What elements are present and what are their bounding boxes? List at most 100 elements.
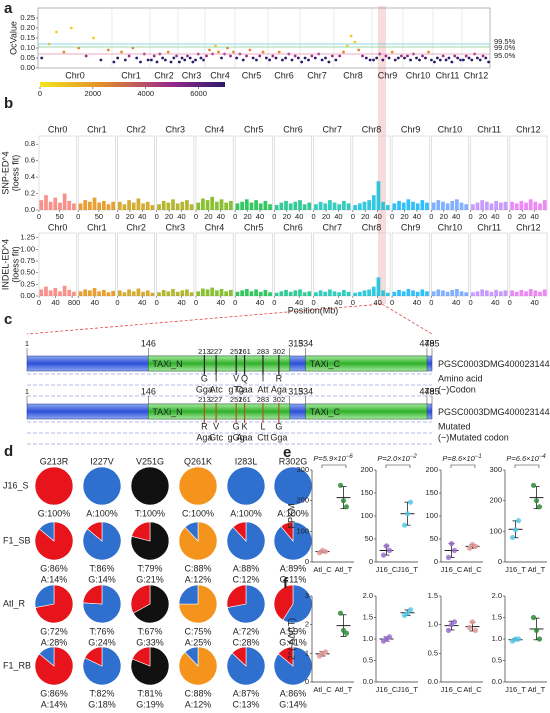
pie-label: A:87% bbox=[233, 688, 260, 698]
data-point bbox=[451, 547, 458, 554]
bar bbox=[274, 205, 279, 210]
data-point bbox=[450, 60, 454, 64]
data-point bbox=[180, 56, 184, 60]
site-label: 227 bbox=[210, 347, 223, 356]
data-point bbox=[381, 58, 385, 62]
bar bbox=[161, 200, 166, 210]
data-point bbox=[251, 56, 255, 60]
pie-slice bbox=[86, 521, 103, 542]
x-axis-label: Position(Mb) bbox=[288, 305, 339, 315]
bar bbox=[240, 201, 244, 210]
colorbar-tick-label: 2000 bbox=[85, 89, 102, 98]
x-tick-label: 0 bbox=[390, 298, 394, 307]
data-point bbox=[448, 541, 455, 547]
data-point bbox=[390, 50, 394, 54]
data-point bbox=[530, 614, 537, 621]
data-point bbox=[303, 56, 307, 60]
x-tick-label: 0 bbox=[115, 298, 119, 307]
data-point bbox=[484, 56, 488, 60]
bar bbox=[180, 201, 185, 210]
site-label: 213 bbox=[198, 347, 211, 356]
bracket bbox=[385, 464, 411, 468]
facet-frame bbox=[38, 232, 77, 297]
bar bbox=[97, 202, 102, 210]
row-label: Atl_R bbox=[3, 598, 26, 608]
bar bbox=[484, 290, 489, 296]
data-point bbox=[387, 56, 391, 60]
facet-title: Chr11 bbox=[477, 124, 501, 134]
data-point bbox=[512, 527, 519, 533]
data-point bbox=[324, 56, 327, 60]
data-point bbox=[235, 56, 239, 60]
bar bbox=[489, 291, 494, 296]
x-tick-label: 0 bbox=[468, 298, 472, 307]
bar bbox=[145, 290, 150, 296]
data-point bbox=[277, 50, 281, 54]
panel-letter: e bbox=[283, 444, 291, 461]
bar bbox=[189, 292, 194, 296]
x-tick-label: 40 bbox=[138, 212, 146, 221]
pie-slice bbox=[231, 646, 247, 667]
facet-title: Chr2 bbox=[126, 124, 146, 134]
bar bbox=[376, 277, 381, 296]
x-tick-label: 20 bbox=[518, 212, 526, 221]
site-label: 251 bbox=[230, 347, 243, 356]
position-label: 315 bbox=[288, 338, 303, 348]
pie-label: A:100% bbox=[277, 508, 309, 518]
x-tick-label: 20 bbox=[440, 212, 448, 221]
data-point bbox=[536, 504, 543, 510]
data-point bbox=[112, 60, 116, 64]
x-tick-label: 40 bbox=[177, 212, 185, 221]
bar bbox=[420, 289, 425, 296]
pie-label: A:12% bbox=[185, 574, 212, 584]
pie-slice bbox=[38, 521, 55, 542]
data-point bbox=[241, 58, 245, 62]
p-value-base: P=6.6×10 bbox=[506, 454, 539, 463]
bar bbox=[201, 198, 205, 210]
bar bbox=[503, 290, 508, 296]
panel-letter: c bbox=[4, 311, 12, 328]
pie-slice bbox=[178, 466, 218, 506]
data-point bbox=[343, 630, 350, 636]
category-label: Atl_T bbox=[335, 565, 353, 574]
bar bbox=[475, 291, 480, 296]
bar bbox=[88, 290, 92, 296]
pie-label: A:72% bbox=[233, 626, 260, 636]
position-label: 315 bbox=[288, 386, 303, 396]
y-axis-label-line: (loess fit) bbox=[11, 155, 21, 192]
pie-label: A:100% bbox=[230, 508, 262, 518]
bar bbox=[411, 290, 415, 296]
codon: Aga bbox=[271, 384, 287, 394]
x-tick-label: 20 bbox=[165, 212, 173, 221]
domain-name: TAXi_N bbox=[152, 359, 182, 369]
bar bbox=[244, 289, 249, 296]
bar bbox=[196, 202, 201, 210]
data-point bbox=[229, 54, 232, 58]
facet-frame bbox=[117, 135, 155, 211]
data-point bbox=[232, 50, 235, 54]
category-label: J16_C bbox=[376, 685, 398, 694]
bar bbox=[480, 200, 485, 210]
data-point bbox=[470, 58, 474, 62]
codon: Gga bbox=[270, 432, 287, 442]
bar bbox=[166, 202, 171, 210]
data-point bbox=[433, 60, 436, 64]
bar bbox=[328, 289, 332, 296]
y-tick-label: 0.0 bbox=[428, 677, 438, 686]
bar bbox=[542, 289, 547, 296]
bar bbox=[471, 204, 475, 210]
data-point bbox=[268, 58, 271, 62]
bar bbox=[510, 290, 514, 296]
facet-frame bbox=[77, 232, 116, 297]
bar bbox=[72, 291, 76, 296]
x-tick-label: 0 bbox=[155, 298, 159, 307]
site-label: 227 bbox=[210, 395, 223, 404]
bar bbox=[371, 195, 376, 210]
facet-title: Chr4 bbox=[205, 222, 225, 232]
bar bbox=[67, 289, 72, 296]
zoom-line bbox=[381, 303, 433, 335]
bar bbox=[397, 200, 401, 210]
colorbar-tick-label: 4000 bbox=[137, 89, 154, 98]
category-label: J16_C bbox=[441, 685, 463, 694]
x-tick-label: 0 bbox=[429, 212, 433, 221]
